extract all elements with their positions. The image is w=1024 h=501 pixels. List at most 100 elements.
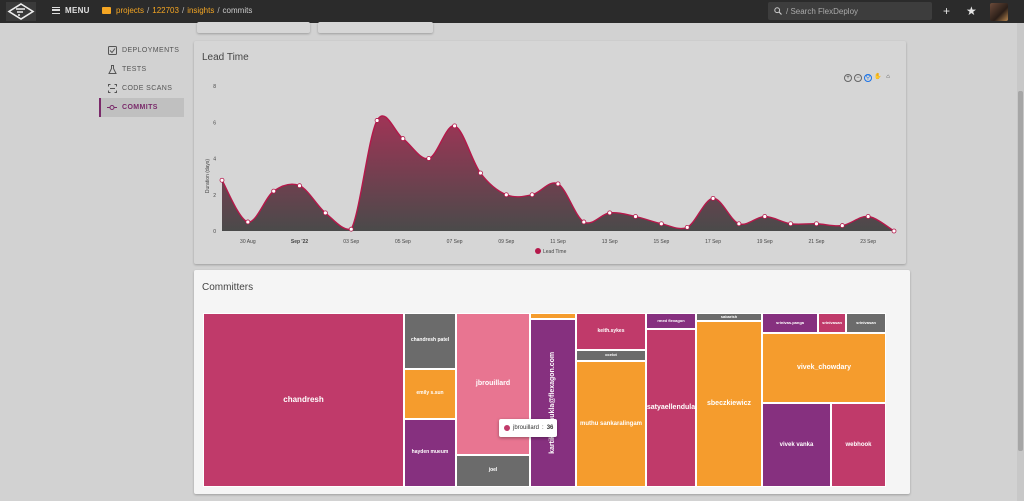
data-point[interactable] xyxy=(891,228,897,234)
menu-button[interactable]: MENU xyxy=(52,6,90,15)
star-icon[interactable]: ★ xyxy=(966,4,977,18)
y-tick-label: 6 xyxy=(213,120,216,126)
data-point[interactable] xyxy=(400,136,406,141)
treemap-tile-label: sbeczkiewicz xyxy=(707,400,751,408)
treemap-tile[interactable]: chandresh xyxy=(203,313,404,487)
tooltip-value: 36 xyxy=(546,425,554,431)
user-avatar[interactable] xyxy=(990,3,1008,21)
treemap-tile[interactable]: emily s.sun xyxy=(404,369,456,419)
treemap-tile[interactable]: muthu sankaralingam xyxy=(576,361,646,487)
sidebar-item-label: DEPLOYMENTS xyxy=(122,47,180,54)
data-point[interactable] xyxy=(581,219,587,225)
data-point[interactable] xyxy=(322,210,328,216)
data-point[interactable] xyxy=(297,183,302,189)
breadcrumb-projects[interactable]: projects xyxy=(116,6,145,15)
treemap-tile[interactable]: kartikey.shukla@flexagon.com xyxy=(530,319,576,487)
zoom-in-icon[interactable]: + xyxy=(844,74,852,82)
treemap-tile-label: srinivas.panga xyxy=(775,319,804,325)
breadcrumb-insights[interactable]: insights xyxy=(187,6,215,15)
data-point[interactable] xyxy=(865,214,871,219)
tooltip-marker xyxy=(504,425,510,431)
treemap-tile-label: hayden mueum xyxy=(411,449,449,456)
chart-toolbar: + − ⚲ ✋ ⌂ xyxy=(844,74,892,82)
data-point[interactable] xyxy=(633,214,638,219)
treemap-tile[interactable]: vivek vanka xyxy=(762,403,831,487)
data-point[interactable] xyxy=(684,224,690,230)
home-icon[interactable]: ⌂ xyxy=(886,74,890,80)
data-point[interactable] xyxy=(426,156,432,161)
lead-time-title: Lead Time xyxy=(202,52,249,63)
x-tick-label: 09 Sep xyxy=(498,239,514,245)
data-point[interactable] xyxy=(788,221,794,227)
scrollbar-thumb[interactable] xyxy=(1018,91,1023,451)
treemap-tile-label: srinivasan xyxy=(856,319,876,325)
treemap-tile[interactable]: srinivasan xyxy=(818,313,846,333)
data-point[interactable] xyxy=(348,226,354,232)
data-point[interactable] xyxy=(478,170,483,176)
search-box[interactable] xyxy=(768,2,932,20)
treemap-tile[interactable]: chandresh patel xyxy=(404,313,456,369)
flask-icon xyxy=(107,65,117,75)
treemap-tile[interactable]: sbeczkiewicz xyxy=(696,321,762,487)
y-tick-label: 2 xyxy=(213,193,216,199)
treemap-tile-label: rmed flexagon xyxy=(657,317,685,323)
pan-hand-icon[interactable]: ✋ xyxy=(874,74,882,80)
treemap-tile-label: webhook xyxy=(845,441,872,448)
treemap-tile[interactable]: sabarish xyxy=(696,313,762,321)
treemap-tile[interactable]: satyaellendula xyxy=(646,329,696,487)
plus-icon[interactable]: + xyxy=(943,4,951,18)
treemap-tile-label: vivek_chowdary xyxy=(796,364,852,372)
x-tick-label: 05 Sep xyxy=(395,239,411,245)
treemap-tile[interactable]: webhook xyxy=(831,403,886,487)
treemap-tile[interactable]: hayden mueum xyxy=(404,419,456,487)
data-point[interactable] xyxy=(607,210,613,216)
treemap-tile[interactable]: keith.sykes xyxy=(576,313,646,350)
data-point[interactable] xyxy=(762,214,768,219)
magnify-icon[interactable]: ⚲ xyxy=(864,74,872,82)
data-point[interactable] xyxy=(452,123,458,129)
data-point[interactable] xyxy=(710,195,716,201)
legend-label: Lead Time xyxy=(543,249,567,255)
x-tick-label: 03 Sep xyxy=(343,239,359,245)
data-point[interactable] xyxy=(529,192,535,198)
flexdeploy-logo[interactable] xyxy=(6,2,36,21)
x-tick-label: 11 Sep xyxy=(550,239,566,245)
treemap-tile[interactable]: joel xyxy=(456,455,530,487)
commit-icon xyxy=(107,103,117,113)
data-point[interactable] xyxy=(219,177,225,183)
page-scrollbar[interactable] xyxy=(1017,23,1024,501)
breadcrumb: projects / 122703 / insights / commits xyxy=(102,6,252,15)
data-point[interactable] xyxy=(374,118,380,123)
breadcrumb-project-id[interactable]: 122703 xyxy=(152,6,179,15)
data-point[interactable] xyxy=(814,221,819,227)
treemap-tile[interactable]: ocelot xyxy=(576,350,646,361)
scan-icon xyxy=(107,84,117,94)
sidebar-item-tests[interactable]: TESTS xyxy=(99,60,184,79)
sidebar-item-label: CODE SCANS xyxy=(122,85,173,92)
treemap-tile[interactable]: rmed flexagon xyxy=(646,313,696,329)
treemap-tile-label: vivek vanka xyxy=(779,441,814,448)
data-point[interactable] xyxy=(555,181,561,187)
treemap-tile[interactable]: vivek_chowdary xyxy=(762,333,886,403)
data-point[interactable] xyxy=(736,221,742,227)
treemap-tile-label: jbrouillard xyxy=(475,380,511,388)
treemap-tile[interactable] xyxy=(530,313,576,319)
sidebar-item-commits[interactable]: COMMITS xyxy=(99,98,184,117)
sidebar-item-code-scans[interactable]: CODE SCANS xyxy=(99,79,184,98)
treemap-tile[interactable]: srinivas.panga xyxy=(762,313,818,333)
committers-title: Committers xyxy=(202,282,254,293)
sidebar-item-deployments[interactable]: DEPLOYMENTS xyxy=(99,41,184,60)
committers-treemap: chandresh chandresh patel emily s.sun hayde… xyxy=(203,313,886,487)
treemap-tile-label: muthu sankaralingam xyxy=(579,420,642,427)
treemap-tile[interactable]: srinivasan xyxy=(846,313,886,333)
data-point[interactable] xyxy=(658,221,664,227)
search-input[interactable] xyxy=(786,6,926,16)
data-point[interactable] xyxy=(271,188,277,194)
data-point[interactable] xyxy=(245,219,251,225)
data-point[interactable] xyxy=(503,192,509,198)
summary-card xyxy=(318,22,433,33)
zoom-out-icon[interactable]: − xyxy=(854,74,862,82)
chart-legend[interactable]: Lead Time xyxy=(535,248,567,255)
x-tick-label: 30 Aug xyxy=(240,239,256,245)
data-point[interactable] xyxy=(839,223,845,228)
